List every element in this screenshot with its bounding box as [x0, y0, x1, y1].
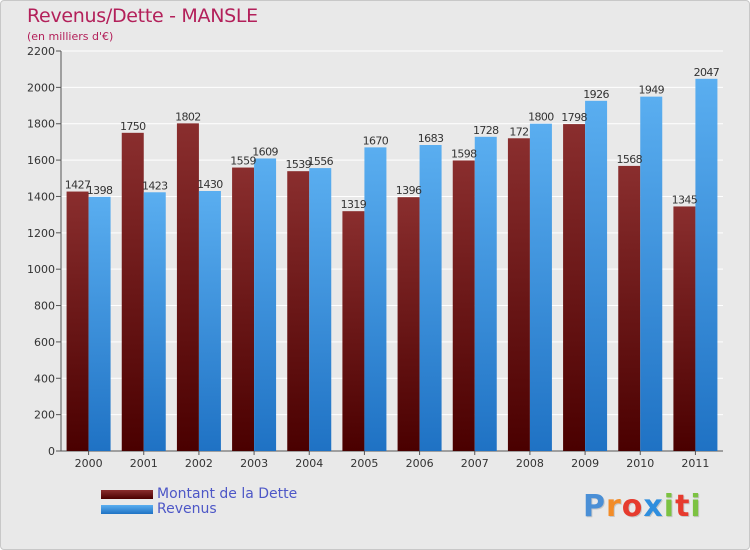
data-label-debt: 1319: [341, 198, 367, 211]
bar-debt: [507, 138, 530, 452]
bar-revenue: [254, 158, 277, 452]
bar-revenue: [640, 96, 663, 452]
logo-letter: t: [675, 489, 691, 524]
data-label-debt: 1802: [175, 110, 201, 123]
data-label-revenue: 1423: [142, 179, 168, 192]
logo-letter: x: [643, 489, 664, 524]
data-label-debt: 1427: [65, 179, 91, 192]
legend-swatch-debt: [101, 490, 153, 499]
data-label-revenue: 1949: [638, 84, 664, 97]
data-label-revenue: 1670: [363, 134, 389, 147]
data-label-debt: 1345: [672, 193, 698, 206]
logo-letter: r: [606, 489, 622, 524]
y-tick-label: 1800: [27, 118, 55, 131]
data-label-debt: 172: [509, 125, 528, 138]
logo-letter: o: [621, 489, 644, 524]
x-tick-label: 2006: [406, 457, 434, 470]
bar-revenue: [143, 192, 166, 452]
y-tick-label: 0: [48, 445, 55, 458]
bar-debt: [176, 123, 199, 451]
bar-revenue: [419, 145, 442, 451]
x-tick-label: 2007: [461, 457, 489, 470]
data-label-debt: 1396: [396, 184, 422, 197]
bar-debt: [673, 206, 696, 451]
chart-title: Revenus/Dette - MANSLE: [27, 5, 258, 27]
y-tick-label: 600: [34, 336, 55, 349]
bar-debt: [563, 124, 586, 451]
y-tick-label: 2200: [27, 45, 55, 58]
legend-swatch-revenue: [101, 505, 153, 514]
bar-debt: [66, 191, 89, 451]
proxiti-logo: Proxiti: [583, 489, 702, 524]
y-tick-label: 2000: [27, 81, 55, 94]
data-label-debt: 1798: [561, 111, 587, 124]
bar-revenue: [585, 100, 608, 452]
y-tick-label: 400: [34, 372, 55, 385]
bar-revenue: [474, 136, 497, 451]
chart-subtitle: (en milliers d'€): [27, 30, 114, 43]
logo-letter: P: [583, 489, 606, 524]
x-tick-label: 2001: [130, 457, 158, 470]
y-tick-label: 1200: [27, 227, 55, 240]
x-tick-label: 2009: [571, 457, 599, 470]
y-tick-label: 1600: [27, 154, 55, 167]
data-label-revenue: 1556: [307, 155, 333, 168]
y-tick-label: 1000: [27, 263, 55, 276]
x-tick-label: 2003: [240, 457, 268, 470]
bar-debt: [452, 160, 475, 452]
legend-label-revenue: Revenus: [157, 501, 217, 517]
bar-revenue: [529, 123, 552, 452]
bar-debt: [342, 211, 365, 451]
x-tick-label: 2010: [626, 457, 654, 470]
data-label-revenue: 1398: [87, 184, 113, 197]
data-label-revenue: 1800: [528, 111, 554, 124]
x-tick-label: 2002: [185, 457, 213, 470]
logo-letter: i: [663, 489, 676, 524]
bar-debt: [121, 132, 144, 451]
x-tick-label: 2008: [516, 457, 544, 470]
x-tick-label: 2005: [350, 457, 378, 470]
data-label-debt: 1559: [230, 155, 256, 168]
x-tick-label: 2004: [295, 457, 323, 470]
data-label-revenue: 1683: [418, 132, 444, 145]
bar-debt: [287, 171, 310, 451]
data-label-revenue: 1609: [252, 145, 278, 158]
bar-debt: [232, 167, 255, 451]
bar-revenue: [88, 196, 111, 451]
legend-label-debt: Montant de la Dette: [157, 486, 298, 502]
bar-revenue: [198, 191, 221, 451]
plot-area: [61, 51, 723, 451]
bar-revenue: [364, 147, 387, 451]
data-label-debt: 1568: [616, 153, 642, 166]
data-label-debt: 1750: [120, 120, 146, 133]
bar-revenue: [695, 78, 718, 452]
logo-letter: i: [690, 489, 702, 524]
data-label-debt: 1598: [451, 147, 477, 160]
y-tick-label: 800: [34, 300, 55, 313]
data-label-revenue: 1926: [583, 88, 609, 101]
y-tick-label: 1400: [27, 190, 55, 203]
y-tick-label: 200: [34, 409, 55, 422]
data-label-debt: 1539: [285, 158, 311, 171]
data-label-revenue: 2047: [694, 66, 720, 79]
bar-debt: [397, 197, 420, 451]
x-tick-label: 2000: [75, 457, 103, 470]
data-label-revenue: 1728: [473, 124, 499, 137]
bar-debt: [618, 165, 641, 451]
x-tick-label: 2011: [681, 457, 709, 470]
bar-revenue: [309, 168, 332, 451]
data-label-revenue: 1430: [197, 178, 223, 191]
